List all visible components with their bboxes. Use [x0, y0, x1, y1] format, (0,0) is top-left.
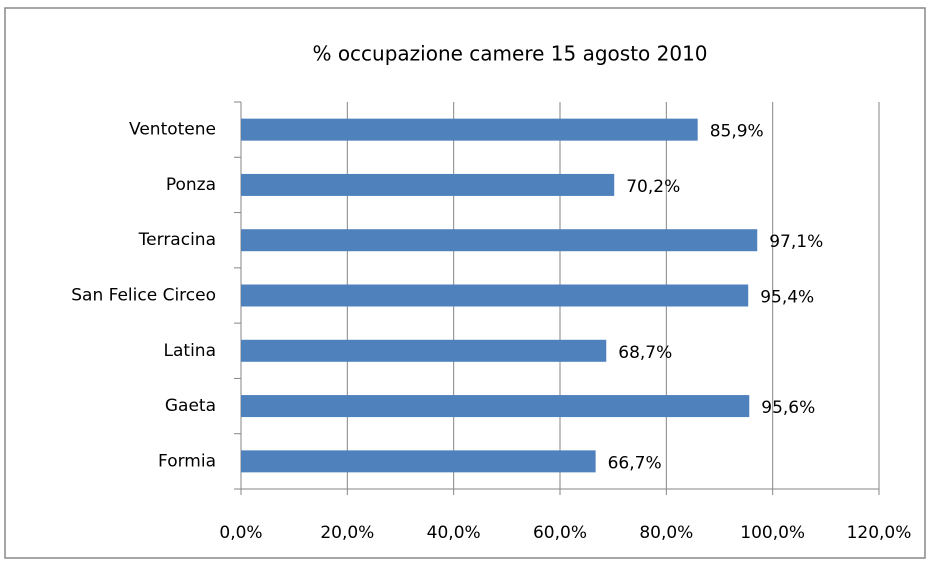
bar: [241, 450, 596, 473]
y-tick-label: Gaeta: [165, 396, 216, 416]
x-tick-label: 100,0%: [740, 523, 805, 543]
bar: [241, 229, 758, 252]
value-label: 85,9%: [710, 122, 764, 142]
chart-title: % occupazione camere 15 agosto 2010: [312, 42, 707, 66]
chart-border: [4, 7, 926, 559]
y-tick-label: Formia: [158, 451, 216, 471]
y-tick-label: San Felice Circeo: [71, 286, 216, 306]
value-label: 95,6%: [761, 398, 815, 418]
x-tick-label: 60,0%: [533, 523, 587, 543]
bar: [241, 339, 607, 362]
x-tick-label: 40,0%: [427, 523, 481, 543]
value-label: 66,7%: [608, 453, 662, 473]
bar: [241, 284, 749, 307]
bar: [241, 395, 750, 418]
y-tick-label: Latina: [164, 341, 216, 361]
bar: [241, 173, 615, 196]
y-tick-label: Ponza: [166, 175, 216, 195]
y-tick-label: Ventotene: [129, 120, 216, 140]
x-tick-label: 20,0%: [320, 523, 374, 543]
value-label: 68,7%: [618, 343, 672, 363]
y-tick-label: Terracina: [138, 230, 216, 250]
x-tick-label: 80,0%: [639, 523, 693, 543]
value-label: 70,2%: [626, 177, 680, 197]
x-tick-label: 120,0%: [847, 523, 912, 543]
bar: [241, 118, 698, 141]
value-label: 95,4%: [760, 288, 814, 308]
x-tick-label: 0,0%: [219, 523, 262, 543]
value-label: 97,1%: [769, 232, 823, 252]
